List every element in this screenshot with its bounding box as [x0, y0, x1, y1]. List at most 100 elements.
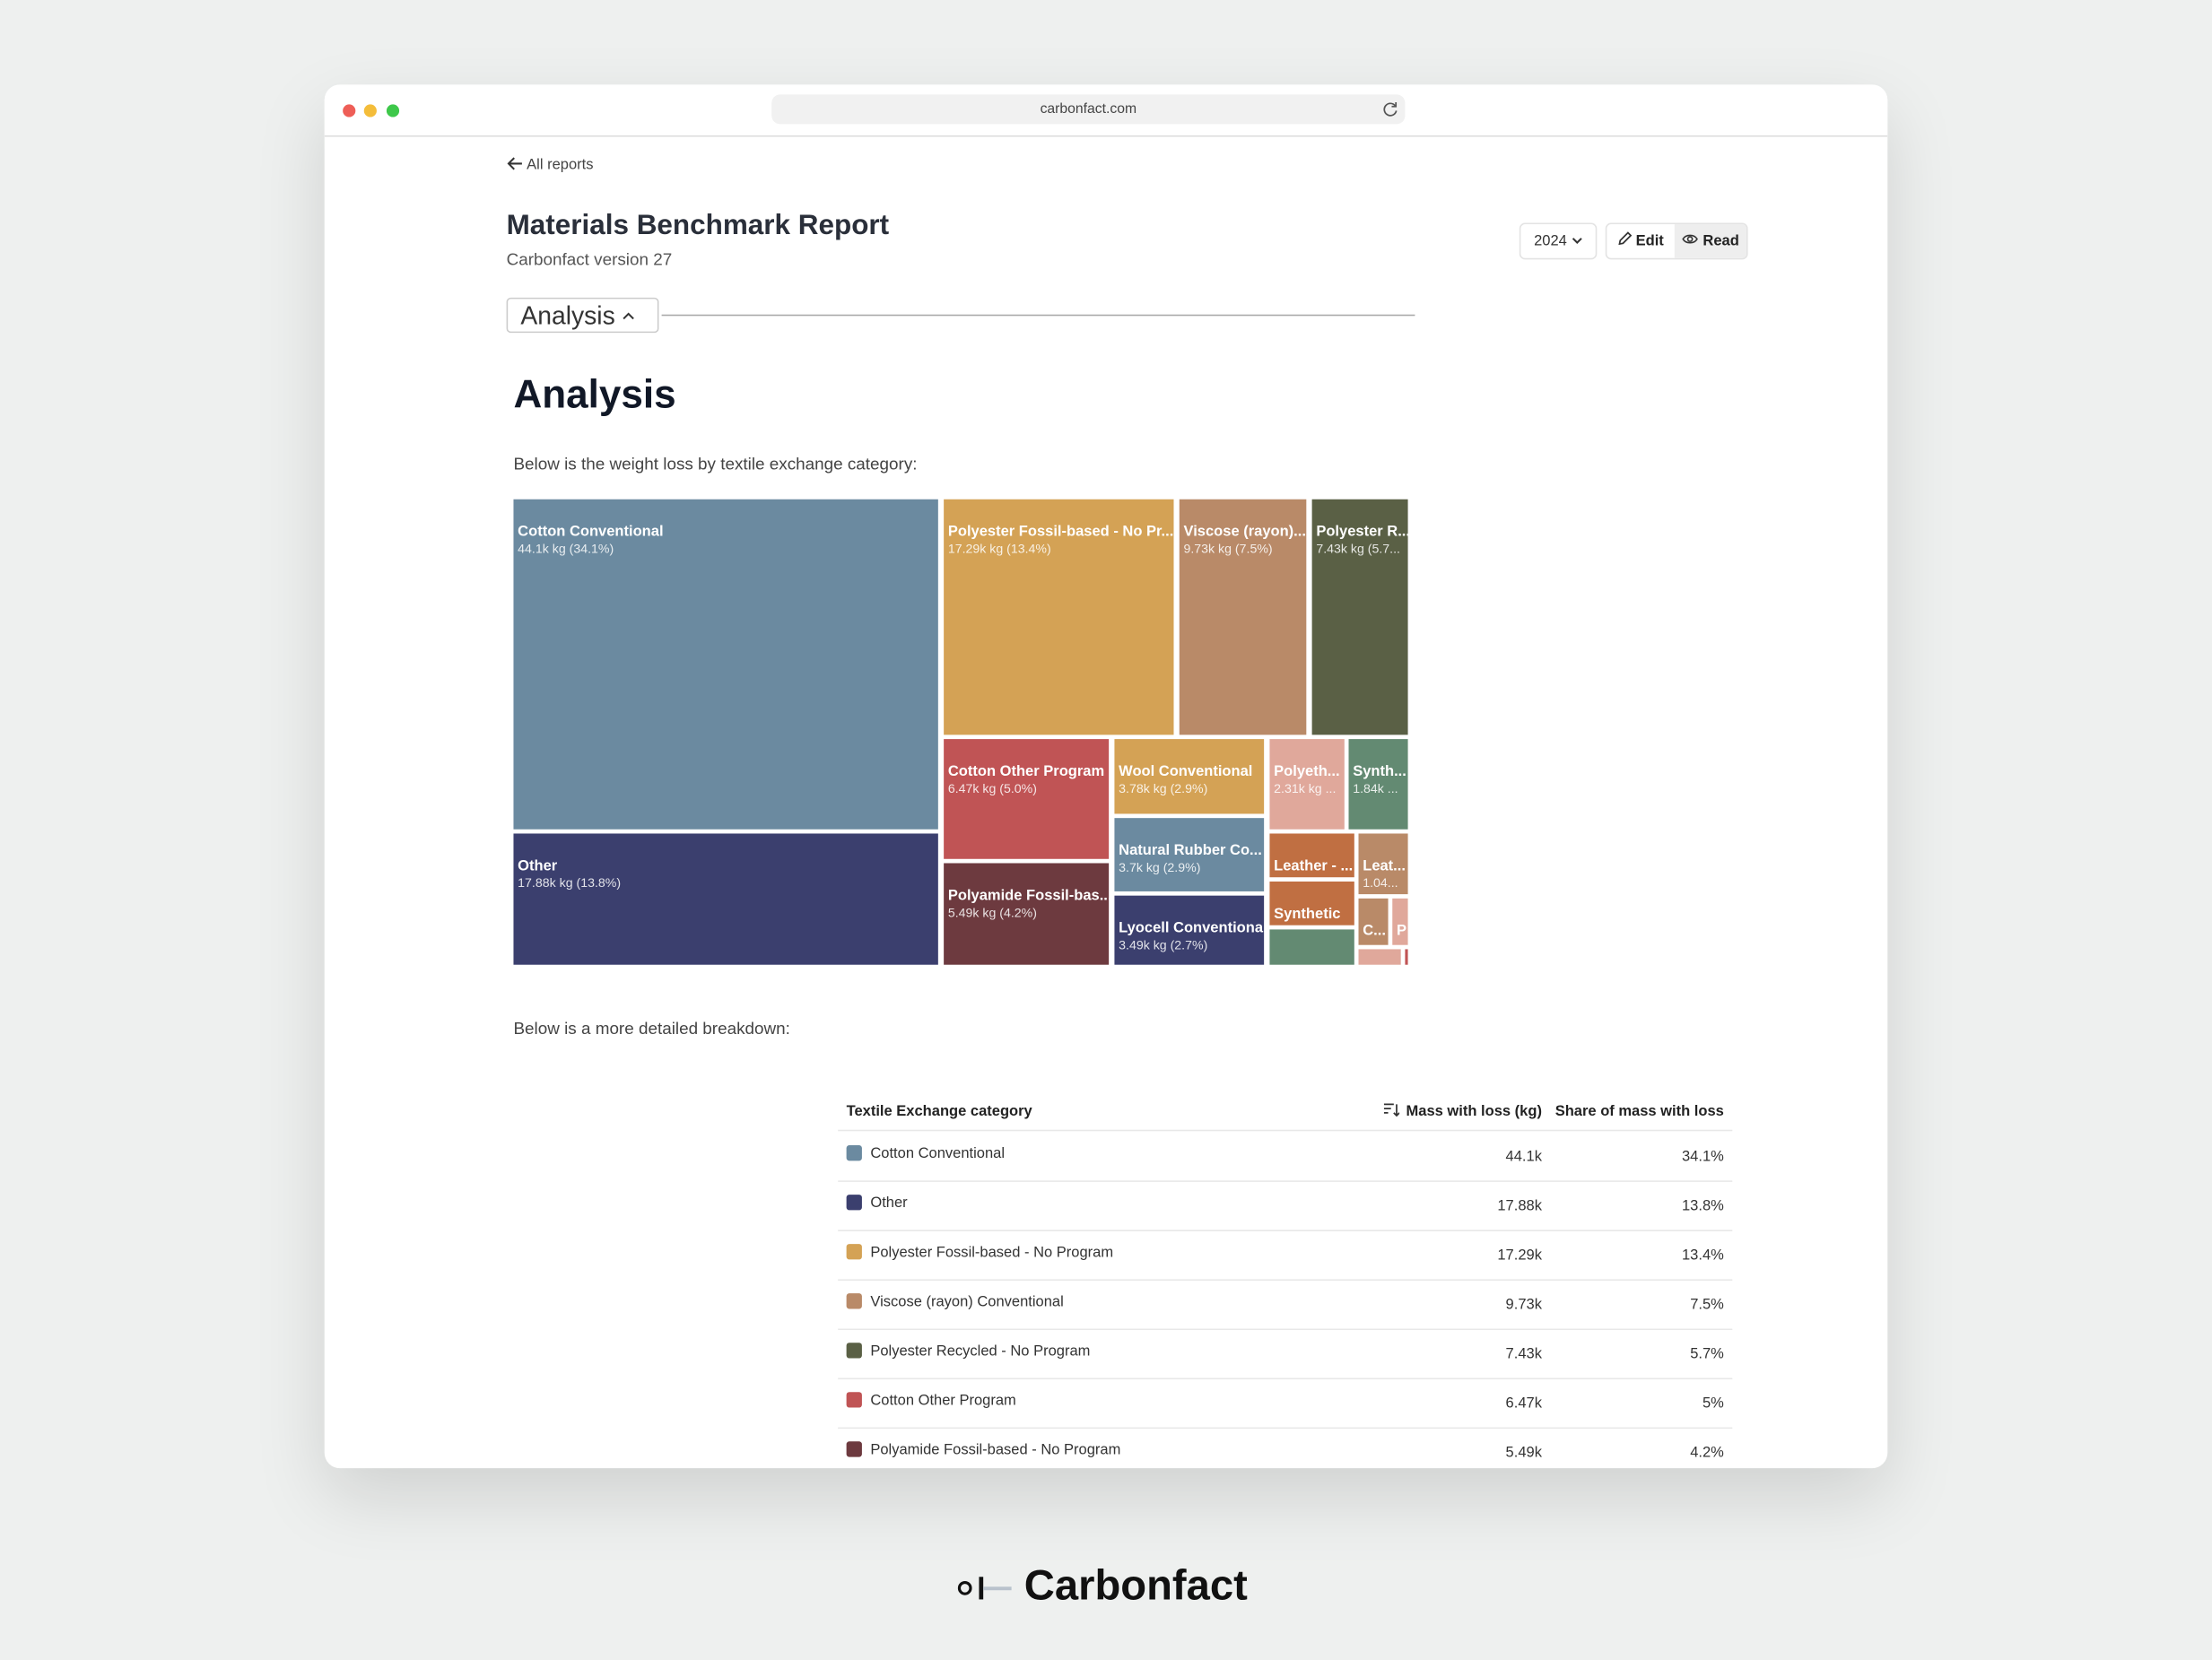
tile-label: Leat... [1363, 857, 1406, 875]
tile-label: C... [1363, 922, 1386, 940]
mass-cell: 9.73k [1505, 1296, 1542, 1314]
table-row[interactable]: Polyamide Fossil-based - No Program 5.49k… [838, 1428, 1732, 1469]
section-heading: Analysis [513, 372, 676, 416]
year-select[interactable]: 2024 [1519, 222, 1598, 260]
category-cell: Cotton Conventional [870, 1145, 1006, 1162]
chevron-up-icon [623, 312, 634, 320]
zoom-button[interactable] [386, 104, 400, 117]
treemap-tile[interactable] [1358, 949, 1401, 965]
category-cell: Cotton Other Program [870, 1392, 1016, 1410]
close-button[interactable] [343, 104, 356, 117]
tile-label: Cotton Other Program [947, 762, 1105, 780]
share-cell: 7.5% [1690, 1296, 1724, 1314]
back-label: All reports [527, 156, 594, 174]
breakdown-table: Textile Exchange category Mass with loss… [325, 84, 1888, 1468]
tile-value: 7.43k kg (5.7... [1316, 541, 1400, 556]
minimize-button[interactable] [363, 104, 377, 117]
tile-label: Other [518, 857, 558, 875]
treemap-tile[interactable]: Lyocell Conventional 3.49k kg (2.7%) [1114, 895, 1265, 965]
table-row[interactable]: Polyester Fossil-based - No Program 17.29… [838, 1230, 1733, 1282]
browser-window: carbonfact.com All reports Materials Ben… [324, 84, 1888, 1469]
tile-label: Leather - ... [1274, 857, 1354, 875]
eye-icon [1682, 234, 1699, 244]
table-row[interactable]: Cotton Conventional 44.1k 34.1% [838, 1131, 1733, 1182]
treemap-tile[interactable]: Synthetic [1269, 881, 1354, 926]
treemap-tile[interactable]: Leather - ... [1269, 833, 1354, 878]
treemap-tile[interactable]: Cotton Conventional 44.1k kg (34.1%) [513, 499, 938, 830]
chevron-down-icon [1572, 238, 1582, 244]
back-link[interactable]: All reports [507, 155, 594, 174]
category-cell: Polyester Recycled - No Program [870, 1343, 1091, 1360]
tile-label: Polyamide Fossil-bas... [947, 887, 1110, 905]
tile-value: 9.73k kg (7.5%) [1183, 541, 1273, 556]
treemap: Cotton Conventional 44.1k kg (34.1%) Other… [513, 499, 1408, 965]
brand-name: Carbonfact [1023, 1562, 1248, 1610]
treemap-tile[interactable]: Polyester Fossil-based - No Pr... 17.29k … [944, 499, 1174, 735]
table-header: Textile Exchange category Mass with loss… [838, 1081, 1733, 1132]
table-row[interactable]: Polyester Recycled - No Program 7.43k 5.7% [838, 1328, 1733, 1380]
mass-cell: 44.1k [1505, 1148, 1542, 1166]
brand-icon [957, 1577, 1012, 1600]
header-cell[interactable]: Mass with loss (kg) [1406, 1102, 1542, 1120]
treemap-tile[interactable]: Cotton Other Program 6.47k kg (5.0%) [944, 739, 1110, 859]
tile-value: 3.7k kg (2.9%) [1119, 860, 1201, 875]
share-cell: 5% [1702, 1395, 1724, 1412]
mass-cell: 17.88k [1497, 1197, 1542, 1215]
category-cell: Polyester Fossil-based - No Program [870, 1244, 1114, 1261]
tile-label: Synth... [1353, 762, 1406, 780]
edit-button[interactable]: Edit [1607, 224, 1674, 258]
tile-label: P [1396, 922, 1407, 940]
share-cell: 13.8% [1682, 1197, 1724, 1215]
share-cell: 34.1% [1682, 1148, 1724, 1166]
reload-icon[interactable] [1381, 100, 1399, 118]
intro-text: Below is the weight loss by textile exch… [513, 454, 918, 474]
color-swatch [846, 1293, 862, 1309]
category-cell: Polyamide Fossil-based - No Program [870, 1441, 1121, 1459]
tile-label: Cotton Conventional [518, 523, 664, 541]
report-title: Materials Benchmark Report [506, 210, 890, 241]
treemap-tile[interactable]: Leat... 1.04... [1358, 833, 1408, 895]
treemap-tile[interactable] [1269, 929, 1354, 965]
year-label: 2024 [1534, 232, 1567, 250]
color-swatch [846, 1195, 862, 1211]
treemap-tile[interactable]: Polyester R... 7.43k kg (5.7... [1311, 499, 1408, 735]
color-swatch [846, 1145, 862, 1161]
color-swatch [846, 1441, 862, 1457]
read-button[interactable]: Read [1674, 224, 1747, 258]
tile-label: Polyester R... [1316, 523, 1408, 541]
tile-value: 1.84k ... [1353, 781, 1398, 796]
detail-text: Below is a more detailed breakdown: [513, 1018, 790, 1039]
treemap-tile[interactable]: Polyeth... 2.31k kg ... [1269, 739, 1345, 830]
tile-value: 3.49k kg (2.7%) [1119, 937, 1208, 952]
section-rule [661, 314, 1415, 317]
share-cell: 4.2% [1690, 1444, 1724, 1462]
treemap-tile[interactable]: Other 17.88k kg (13.8%) [513, 833, 938, 965]
address-bar[interactable]: carbonfact.com [771, 94, 1406, 125]
mode-toggle: Edit Read [1605, 222, 1748, 260]
treemap-tile[interactable]: Natural Rubber Co... 3.7k kg (2.9%) [1114, 818, 1265, 891]
tile-label: Viscose (rayon)... [1183, 523, 1306, 541]
read-label: Read [1703, 232, 1739, 250]
color-swatch [846, 1392, 862, 1408]
tile-label: Polyester Fossil-based - No Pr... [947, 523, 1174, 541]
sort-icon[interactable] [1383, 1103, 1400, 1117]
treemap-tile[interactable]: Wool Conventional 3.78k kg (2.9%) [1114, 739, 1265, 814]
section-toggle[interactable]: Analysis [506, 297, 659, 334]
treemap-tile[interactable]: Polyamide Fossil-bas... 5.49k kg (4.2%) [944, 863, 1110, 965]
tile-value: 2.31k kg ... [1274, 781, 1337, 796]
treemap-tile[interactable] [1405, 949, 1408, 965]
treemap-tile[interactable]: P [1392, 898, 1408, 945]
url: carbonfact.com [1040, 101, 1137, 117]
header-cell: Textile Exchange category [846, 1102, 1032, 1120]
treemap-tile[interactable]: Viscose (rayon)... 9.73k kg (7.5%) [1179, 499, 1307, 735]
table-row[interactable]: Viscose (rayon) Conventional 9.73k 7.5% [838, 1279, 1733, 1331]
tile-value: 1.04... [1363, 875, 1398, 891]
table-row[interactable]: Other 17.88k 13.8% [838, 1180, 1733, 1231]
category-cell: Viscose (rayon) Conventional [870, 1293, 1064, 1311]
treemap-tile[interactable]: C... [1358, 898, 1389, 945]
treemap-tile[interactable]: Synth... 1.84k ... [1348, 739, 1408, 830]
tile-value: 44.1k kg (34.1%) [518, 541, 614, 556]
tile-label: Synthetic [1274, 905, 1341, 923]
table-row[interactable]: Cotton Other Program 6.47k 5% [838, 1378, 1733, 1430]
